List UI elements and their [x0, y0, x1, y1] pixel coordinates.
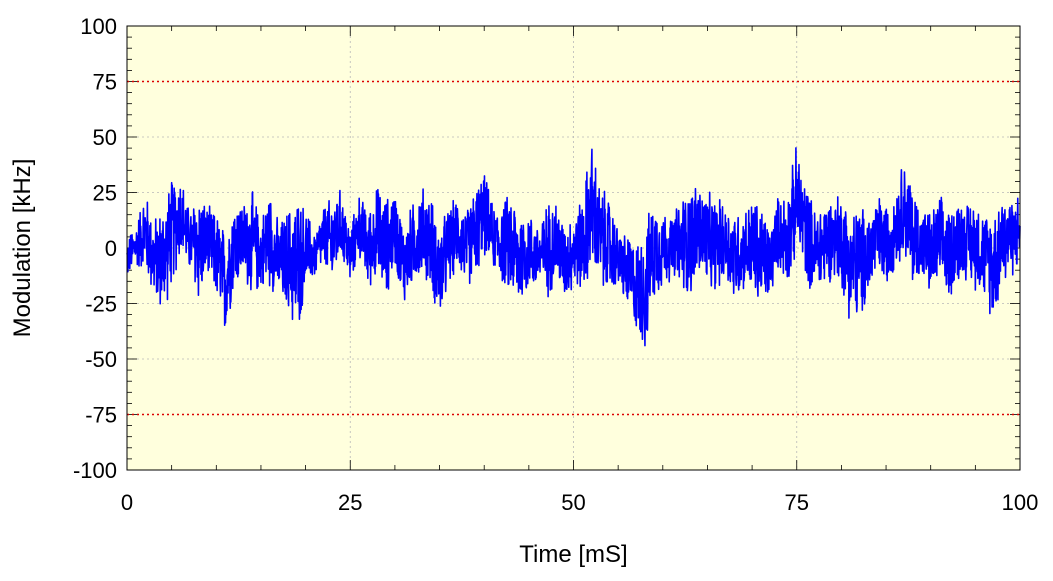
x-tick-label: 75: [785, 490, 809, 515]
plot-frame: [126, 25, 1021, 471]
y-axis-title: Modulation [kHz]: [9, 159, 36, 338]
y-tick-label: 50: [93, 125, 117, 150]
y-tick-label: 75: [93, 70, 117, 95]
series-line: [126, 147, 1021, 347]
y-tick-label: -100: [73, 458, 117, 483]
y-tick-label: -75: [85, 403, 117, 428]
y-tick-label: 25: [93, 181, 117, 206]
y-tick-label: 100: [80, 14, 117, 39]
x-tick-label: 100: [1002, 490, 1039, 515]
series-layer: [126, 147, 1021, 347]
y-tick-label: -25: [85, 292, 117, 317]
x-axis-ticks: 0 25 50 75 100: [121, 490, 1038, 515]
y-tick-label: -50: [85, 347, 117, 372]
reference-lines: [127, 80, 1020, 416]
y-axis-ticks: 100 75 50 25 0 -25 -50 -75 -100: [73, 14, 117, 483]
minor-ticks: [126, 25, 1021, 471]
x-tick-label: 0: [121, 490, 133, 515]
x-tick-label: 50: [561, 490, 585, 515]
y-tick-label: 0: [105, 236, 117, 261]
x-tick-label: 25: [338, 490, 362, 515]
x-axis-title: Time [mS]: [519, 541, 627, 568]
